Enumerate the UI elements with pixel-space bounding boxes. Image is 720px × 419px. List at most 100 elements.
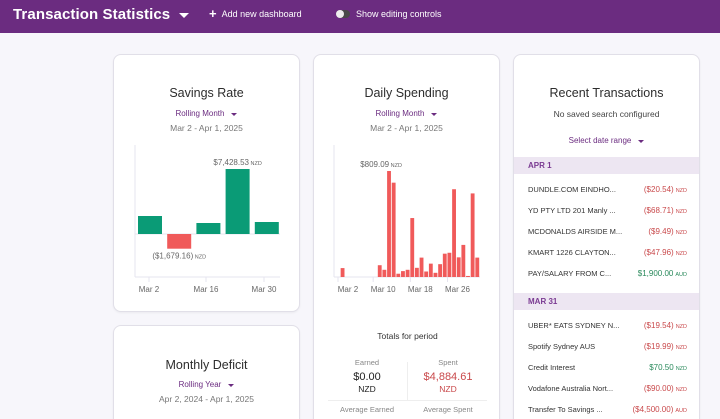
totals-title: Totals for period [377,331,438,341]
dashboard-title: Transaction Statistics [13,6,171,23]
transaction-name: KMART 1226 CLAYTON... [528,248,616,257]
bar [254,222,279,234]
transaction-row[interactable]: PAY/SALARY FROM C... $1,900.00 AUD [514,263,699,284]
bar [167,234,192,249]
bar [414,267,419,277]
data-label: ($1,679.16) NZD [152,252,206,261]
amount-currency: NZD [675,387,687,393]
amount-value: ($4,500.00) [632,405,674,414]
bar [391,182,396,277]
average-earned-label: Average Earned [339,405,395,414]
x-tick-label: Mar 2 [338,285,359,294]
amount-value: ($20.54) [643,185,674,194]
transaction-name: Vodafone Australia Nort... [528,384,614,393]
bar [461,244,466,277]
period-selector[interactable]: Rolling Month [314,109,499,118]
data-label: $7,428.53 NZD [213,158,261,167]
amount-currency: NZD [675,209,687,215]
transaction-amount: ($9.49) NZD [648,227,687,236]
amount-value: $70.50 [649,363,674,372]
bar [410,218,415,277]
x-tick-label: Mar 26 [445,285,470,294]
bar [428,263,433,277]
amount-value: ($68.71) [643,206,674,215]
transaction-amount: ($4,500.00) AUD [632,405,687,414]
bar [433,272,438,277]
transaction-row[interactable]: Spotify Sydney AUS ($19.99) NZD [514,336,699,357]
period-label: Rolling Month [375,109,425,118]
amount-currency: AUD [675,272,687,278]
add-dashboard-label: Add new dashboard [221,9,302,19]
bar [470,193,475,277]
bar [387,171,391,277]
bar [456,257,461,277]
saved-search-status: No saved search configured [553,109,660,119]
transaction-name: YD PTY LTD 201 Manly ... [528,206,616,215]
bar [196,223,221,234]
x-tick-label: Mar 18 [408,285,433,294]
totals-section: Totals for period Earned $0.00 NZD Spent… [314,317,499,419]
chevron-down-icon [638,139,645,143]
chevron-down-icon [179,13,190,18]
amount-currency: NZD [675,188,687,194]
transaction-name: DUNDLE.COM EINDHO... [528,185,616,194]
dashboard-selector[interactable]: Transaction Statistics [13,6,190,23]
bar [401,271,405,277]
date-range-label: Select date range [568,136,632,145]
bar [405,269,410,277]
average-spent: Average Spent [409,405,487,414]
transaction-row[interactable]: Vodafone Australia Nort... ($90.00) NZD [514,378,699,399]
period-selector[interactable]: Rolling Year [114,380,299,389]
transaction-name: Spotify Sydney AUS [528,342,596,351]
transaction-name: UBER* EATS SYDNEY N... [528,321,620,330]
bar [225,169,250,234]
transaction-amount: ($20.54) NZD [644,185,687,194]
daily-spending-chart: $809.09 NZD Mar 2 Mar 10 Mar 18 Mar 26 [333,145,480,294]
transaction-name: PAY/SALARY FROM C... [528,269,612,278]
x-tick-label: Mar 30 [252,285,277,294]
transaction-row[interactable]: KMART 1226 CLAYTON... ($47.96) NZD [514,242,699,263]
card-title: Savings Rate [169,86,244,100]
average-spent-label: Average Spent [423,405,473,414]
add-dashboard-button[interactable]: + Add new dashboard [209,6,302,21]
bar [475,257,480,277]
bar [340,268,345,277]
transaction-row[interactable]: DUNDLE.COM EINDHO... ($20.54) NZD [514,179,699,200]
spacer [514,284,699,293]
transaction-row[interactable]: MCDONALDS AIRSIDE M... ($9.49) NZD [514,221,699,242]
card-title: Daily Spending [364,86,449,100]
amount-value: ($47.96) [643,248,674,257]
savings-rate-card: Savings Rate Rolling Month Mar 2 - Apr 1… [113,54,300,312]
toggle-switch-icon[interactable] [336,10,350,18]
recent-transactions-card: Recent Transactions No saved search conf… [513,54,700,419]
amount-currency: NZD [675,230,687,236]
transaction-row[interactable]: YD PTY LTD 201 Manly ... ($68.71) NZD [514,200,699,221]
chevron-down-icon [228,383,235,387]
plus-icon: + [209,6,217,21]
period-selector[interactable]: Rolling Month [114,109,299,118]
transaction-row[interactable]: Transfer To Savings ... ($4,500.00) AUD [514,399,699,419]
period-label: Rolling Month [175,109,225,118]
amount-value: ($90.00) [643,384,674,393]
transaction-amount: ($19.54) NZD [644,321,687,330]
transaction-name: Transfer To Savings ... [528,405,603,414]
date-group-header: APR 1 [514,157,699,174]
monthly-deficit-card: Monthly Deficit Rolling Year Apr 2, 2024… [113,325,300,419]
amount-value: ($9.49) [648,227,674,236]
transaction-amount: ($47.96) NZD [644,248,687,257]
card-title: Monthly Deficit [165,358,248,372]
x-tick-label: Mar 16 [194,285,219,294]
earned-value: $0.00 [353,371,381,383]
bar [382,269,387,277]
spent-currency: NZD [439,384,457,394]
transaction-name: Credit Interest [528,363,576,372]
bar [438,264,443,277]
transaction-amount: ($19.99) NZD [644,342,687,351]
amount-currency: AUD [675,408,687,414]
amount-currency: NZD [675,366,687,372]
date-range-selector[interactable]: Select date range [514,136,699,145]
transaction-row[interactable]: Credit Interest $70.50 NZD [514,357,699,378]
transaction-row[interactable]: UBER* EATS SYDNEY N... ($19.54) NZD [514,315,699,336]
transaction-amount: $1,900.00 AUD [638,269,687,278]
editing-controls-toggle[interactable]: Show editing controls [336,9,442,19]
